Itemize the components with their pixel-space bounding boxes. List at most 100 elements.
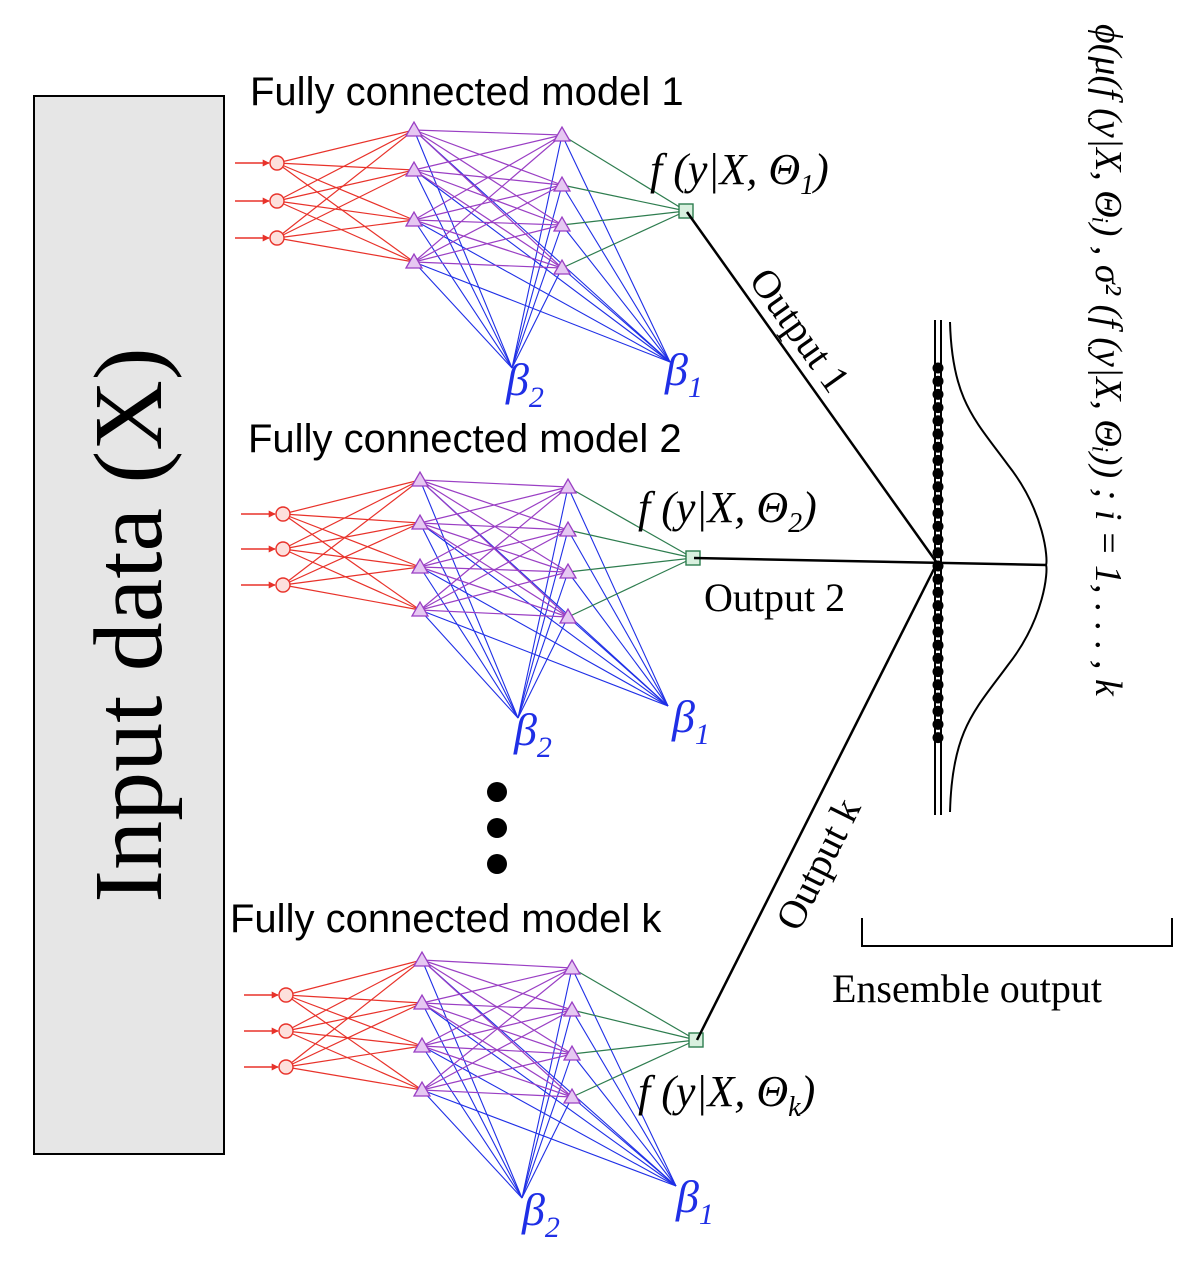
model-2-title: Fully connected model 2 (248, 417, 682, 461)
model-1-hidden-edge (413, 129, 563, 136)
model-2-output-formula: f (y|X, Θ2) (638, 483, 817, 539)
model-k-bias2-edge (521, 967, 573, 1199)
model-1-output-formula: f (y|X, Θ1) (650, 145, 829, 201)
output-1-label: Output 1 (741, 259, 860, 400)
model-1-bias2-edge (413, 219, 513, 369)
model-1-hidden2-node (552, 258, 572, 275)
model-k-bias1-edge (421, 1089, 677, 1187)
model-2-hidden-edge (419, 571, 569, 611)
model-1-output-edge (561, 184, 687, 212)
ensemble-sample-dot (932, 507, 944, 519)
input-data-box (33, 95, 225, 1155)
model-2-hidden2-node (558, 477, 578, 494)
model-1-hidden-edge (413, 184, 563, 263)
model-k-input-edge (285, 1030, 423, 1047)
model-k-output-node (688, 1032, 704, 1048)
model-1-output-edge (561, 134, 687, 212)
model-1-hidden-edge (413, 134, 563, 171)
model-k-bias1-edge (571, 1009, 677, 1187)
model-2-bias2-edge (517, 529, 569, 719)
model-2-hidden-edge (419, 486, 569, 524)
model-1-hidden2-node (552, 125, 572, 142)
ensemble-sample-dot (932, 639, 944, 651)
model-1-bias2-edge (413, 129, 513, 369)
model-2-input-edge (282, 522, 421, 550)
model-1-bias1-edge (413, 219, 671, 363)
model-k-input-edge (285, 959, 423, 1068)
ellipsis-dot-2 (487, 818, 507, 838)
ensemble-sample-dot (932, 718, 944, 730)
model-1-bias1-edge (561, 224, 671, 363)
ensemble-sample-dot (932, 481, 944, 493)
ensemble-sample-dot (932, 428, 944, 440)
model-1-input-edge (276, 129, 415, 202)
model-2-input-edge (282, 513, 421, 568)
model-1-input-edge (276, 129, 415, 239)
model-k-bias1-edge (421, 1045, 677, 1187)
model-1-bias1-edge (561, 184, 671, 363)
model-1-hidden-edge (413, 129, 563, 186)
model-1-input-edge (276, 162, 415, 263)
model-k-bias2-edge (421, 1002, 523, 1199)
model-k-bias1-edge (421, 959, 677, 1187)
model-2-hidden-edge (419, 479, 569, 488)
model-k-output-formula: f (y|X, Θk) (638, 1067, 815, 1123)
model-2-hidden2-node (558, 562, 578, 579)
ensemble-sample-dot (932, 666, 944, 678)
ensemble-sample-dot (932, 692, 944, 704)
model-2-input-edge (282, 513, 421, 611)
ensemble-sample-dot (932, 375, 944, 387)
model-1-hidden-edge (413, 169, 563, 269)
model-k-output-edge (571, 1039, 697, 1098)
input-data-label: Input data (X) (75, 347, 183, 902)
ensemble-bracket (861, 918, 1173, 947)
model-1-input-node (269, 155, 285, 171)
model-k-input-edge (285, 1002, 423, 1032)
model-2-input-node (275, 506, 291, 522)
ensemble-sample-dot (932, 679, 944, 691)
model-2-hidden2-node (558, 520, 578, 537)
model-k-hidden1-node (412, 993, 432, 1010)
output-2-line (693, 556, 1047, 567)
ensemble-output-label: Ensemble output (832, 966, 1102, 1011)
model-2-hidden-edge (419, 522, 569, 573)
model-k-bias2-edge (421, 1089, 523, 1199)
model-2-bias2-edge (419, 609, 519, 719)
model-1-input-edge (276, 200, 415, 263)
ellipsis-dot-1 (487, 782, 507, 802)
model-2-bias1-edge (419, 522, 669, 707)
model-2-bias2-edge (517, 486, 569, 719)
model-k-input-edge (285, 994, 423, 1004)
ensemble-sample-dot (932, 454, 944, 466)
model-2-hidden-edge (419, 609, 569, 618)
model-1-bias1-edge (413, 261, 671, 363)
model-k-bias1-edge (421, 1002, 677, 1187)
model-2-hidden-edge (419, 529, 569, 611)
ensemble-sample-dot (932, 626, 944, 638)
model-2-bias1-edge (419, 566, 669, 707)
model-1-bias1-edge (413, 129, 671, 363)
model-2-output-edge (567, 529, 694, 559)
model-1-input-node (269, 193, 285, 209)
model-k-input-edge (285, 994, 423, 1091)
model-1-input-edge (276, 169, 415, 202)
model-1-input-node (269, 230, 285, 246)
ensemble-sample-dot (932, 547, 944, 559)
networks-layer (235, 120, 704, 1199)
model-2-input-edge (282, 548, 421, 568)
model-1-input-edge (276, 162, 415, 221)
model-1-output-edge (561, 210, 687, 269)
model-1-hidden-edge (413, 134, 563, 221)
model-1-input-edge (276, 237, 415, 263)
model-1-input-edge (276, 219, 415, 239)
model-k-input-edge (285, 1002, 423, 1068)
model-k-input-node (278, 1059, 294, 1075)
model-k-hidden2-node (562, 1000, 582, 1017)
model-2-bias2-edge (517, 571, 569, 719)
model-1-input-edge (276, 162, 415, 171)
model-2-hidden-edge (419, 486, 569, 611)
model-2-bias1-edge (567, 529, 669, 707)
model-1-hidden-edge (413, 134, 563, 263)
model-k-bias1-edge (571, 967, 677, 1187)
model-2-bias2-edge (419, 479, 519, 719)
